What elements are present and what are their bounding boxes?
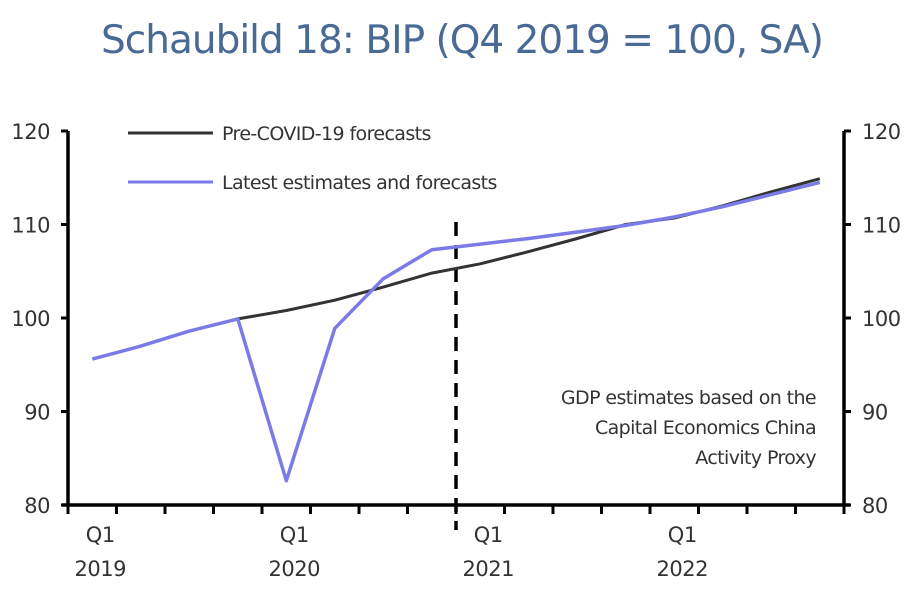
right-y-tick-label: 80	[862, 494, 888, 518]
x-tick-label-quarter: Q1	[474, 523, 503, 547]
left-y-tick-label: 100	[11, 307, 50, 331]
series-lines	[91, 177, 821, 483]
x-tick-label-quarter: Q1	[668, 523, 697, 547]
annotation-line-1: GDP estimates based on the	[561, 387, 816, 409]
left-y-tick-label: 120	[11, 120, 50, 144]
chart-title: Schaubild 18: BIP (Q4 2019 = 100, SA)	[101, 18, 824, 63]
x-tick-label-year: 2021	[463, 557, 514, 581]
legend-label-pre-covid: Pre-COVID-19 forecasts	[222, 123, 431, 145]
axes: 80 80 90 90 100 100 110 110 120 120 Q1 2019 Q1 2020 Q1…	[11, 120, 901, 581]
right-y-tick-label: 120	[862, 120, 901, 144]
annotation-line-2: Capital Economics China	[595, 417, 816, 439]
x-tick-label-year: 2022	[657, 557, 708, 581]
right-y-tick-label: 110	[862, 214, 901, 238]
legend-label-latest: Latest estimates and forecasts	[222, 172, 497, 194]
series-line-latest	[91, 180, 821, 483]
left-y-tick-label: 80	[24, 494, 50, 518]
x-tick-label-quarter: Q1	[280, 523, 309, 547]
series-line-pre-covid	[237, 177, 821, 321]
left-y-tick-label: 90	[24, 401, 50, 425]
x-tick-label-year: 2020	[269, 557, 320, 581]
right-y-tick-label: 90	[862, 401, 888, 425]
right-y-tick-label: 100	[862, 307, 901, 331]
annotation: GDP estimates based on the Capital Econo…	[561, 387, 817, 469]
x-tick-label-year: 2019	[75, 557, 126, 581]
annotation-line-3: Activity Proxy	[695, 447, 816, 469]
legend: Pre-COVID-19 forecasts Latest estimates …	[128, 123, 497, 194]
x-tick-label-quarter: Q1	[86, 523, 115, 547]
left-y-tick-label: 110	[11, 214, 50, 238]
